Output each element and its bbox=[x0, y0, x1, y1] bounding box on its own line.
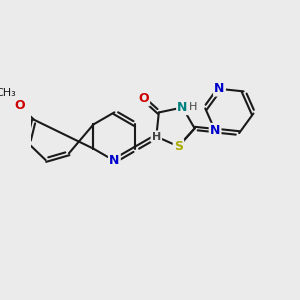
Text: S: S bbox=[174, 140, 183, 153]
Text: N: N bbox=[109, 154, 120, 167]
Text: N: N bbox=[210, 124, 220, 137]
Text: H: H bbox=[189, 102, 198, 112]
Text: N: N bbox=[177, 101, 188, 114]
Text: N: N bbox=[214, 82, 225, 95]
Text: O: O bbox=[14, 99, 25, 112]
Text: O: O bbox=[138, 92, 149, 105]
Text: H: H bbox=[152, 131, 161, 142]
Text: CH₃: CH₃ bbox=[0, 88, 16, 98]
